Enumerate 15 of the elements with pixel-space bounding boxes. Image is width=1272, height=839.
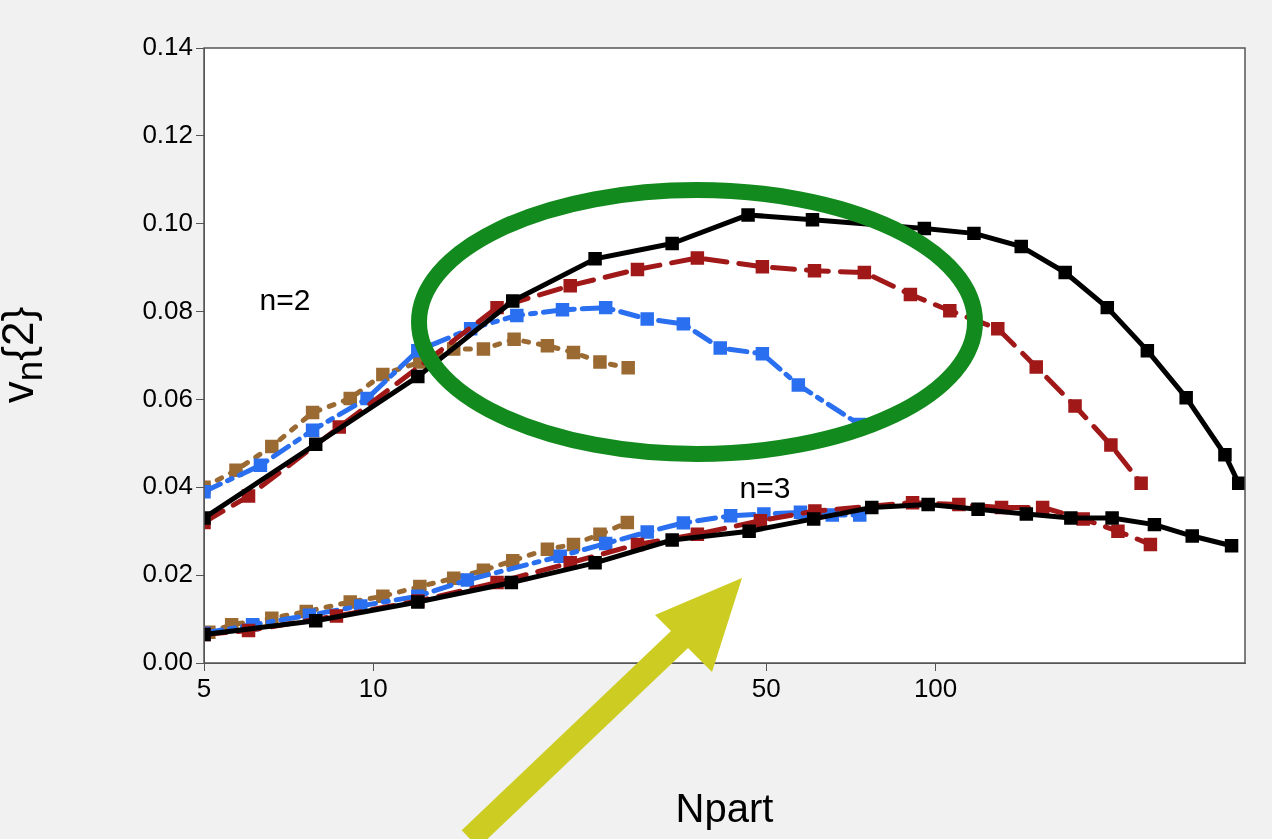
y-tick-label: 0.08 <box>142 294 193 325</box>
annotation: n=3 <box>739 471 791 505</box>
annotation: n=2 <box>259 283 311 317</box>
y-tick-label: 0.06 <box>142 382 193 413</box>
x-tick-label: 10 <box>358 672 388 703</box>
x-tick-label: 5 <box>196 672 212 703</box>
y-tick-label: 0.02 <box>142 558 193 589</box>
x-axis-title: Npart <box>675 786 774 831</box>
y-tick-label: 0.14 <box>142 31 193 62</box>
y-tick-label: 0.04 <box>142 470 193 501</box>
x-tick-label: 50 <box>751 672 781 703</box>
y-tick-label: 0.00 <box>142 646 193 677</box>
y-tick-label: 0.10 <box>142 206 193 237</box>
y-tick-label: 0.12 <box>142 119 193 150</box>
x-tick-label: 100 <box>913 672 958 703</box>
